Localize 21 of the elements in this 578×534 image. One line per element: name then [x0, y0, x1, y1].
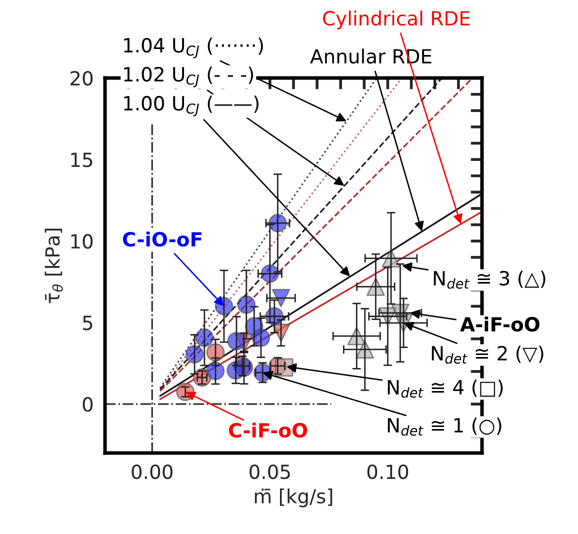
y-axis-title: τ̄$_{θ}$ [kPa] [44, 228, 63, 304]
y-tick-label: 0 [82, 397, 93, 412]
y-tick-label: 15 [71, 152, 92, 168]
annotation: 1.00 U$_{CJ}$ (——) [124, 96, 259, 116]
y-tick-label: 20 [70, 70, 93, 86]
annotation: C-iF-oO [228, 422, 308, 438]
annotation: C-iO-oF [122, 232, 202, 247]
y-tick-label: 10 [71, 234, 93, 249]
x-axis-title: ṁ̄ [kg/s] [254, 488, 332, 508]
annotation: A-iF-oO [460, 316, 540, 332]
x-tick-label: 0.10 [367, 464, 408, 480]
annotation: Cylindrical RDE [323, 10, 470, 30]
y-tick-label: 5 [83, 316, 92, 330]
annotation: N$_{det}$ ≅ 4 (□) [388, 380, 503, 398]
x-tick-label: 0.00 [132, 464, 172, 480]
annotation: 1.02 U$_{CJ}$ (- - -) [124, 66, 254, 88]
annotation: N$_{det}$ ≅ 1 (○) [388, 418, 502, 436]
annotation: N$_{det}$ ≅ 2 (▽) [432, 346, 544, 364]
annotation: N$_{det}$ ≅ 3 (△) [434, 270, 546, 289]
annotation: 1.04 U$_{CJ}$ (·······) [124, 38, 263, 58]
x-tick-label: 0.05 [250, 464, 290, 480]
